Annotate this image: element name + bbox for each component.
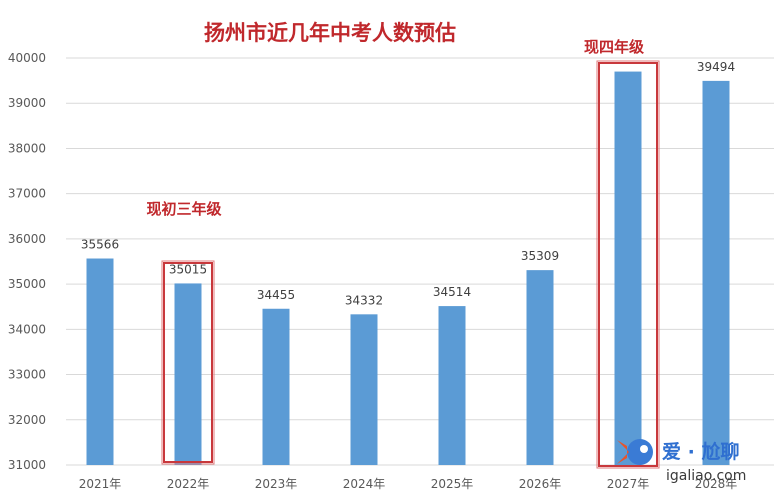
bars [86,71,730,466]
watermark-site: igaliao.com [666,468,746,484]
data-labels: 35566 35015 34455 34332 34514 35309 39494 [81,60,735,307]
highlight-box [598,62,658,467]
chart-title: 扬州市近几年中考人数预估 [204,20,456,45]
annotations: 现初三年级 现四年级 [146,38,660,469]
x-tick-label: 2025年 [431,477,474,491]
y-tick-label: 35000 [8,277,46,291]
highlight-box-outer [596,60,660,469]
y-tick-label: 32000 [8,413,46,427]
highlight-box [163,262,213,463]
x-axis-ticks: 2021年 2022年 2023年 2024年 2025年 2026年 2027年 2028年 [79,477,738,491]
data-label: 34332 [345,293,383,307]
x-tick-label: 2026年 [519,477,562,491]
x-tick-label: 2027年 [607,477,650,491]
y-axis-ticks: 31000 32000 33000 34000 35000 36000 37000 38000… [8,51,46,472]
watermark: 爱 · 尬聊 igaliao.com [617,439,746,484]
x-tick-label: 2024年 [343,477,386,491]
data-label: 35309 [521,249,559,263]
bar [614,71,642,466]
y-tick-label: 38000 [8,141,46,155]
data-label: 34455 [257,288,295,302]
data-label: 34514 [433,285,471,299]
bar [86,258,114,465]
y-tick-label: 33000 [8,368,46,382]
x-tick-label: 2022年 [167,477,210,491]
bar [438,306,466,465]
x-tick-label: 2021年 [79,477,122,491]
bar [350,314,378,465]
bar [174,283,202,465]
annotation-label: 现初三年级 [146,200,222,218]
x-tick-label: 2028年 [695,477,738,491]
watermark-logo-icon [617,439,653,465]
y-tick-label: 31000 [8,458,46,472]
bar [262,308,290,465]
y-tick-label: 37000 [8,187,46,201]
bar [702,80,730,465]
y-tick-label: 39000 [8,96,46,110]
watermark-brand: 爱 · 尬聊 [662,440,739,463]
data-label: 35566 [81,238,119,252]
y-tick-label: 36000 [8,232,46,246]
y-tick-label: 40000 [8,51,46,65]
y-tick-label: 34000 [8,322,46,336]
highlight-box-outer [161,260,215,465]
data-label: 39494 [697,60,735,74]
bar [526,270,554,465]
annotation-label: 现四年级 [584,38,645,56]
x-tick-label: 2023年 [255,477,298,491]
data-label: 35015 [169,262,207,276]
